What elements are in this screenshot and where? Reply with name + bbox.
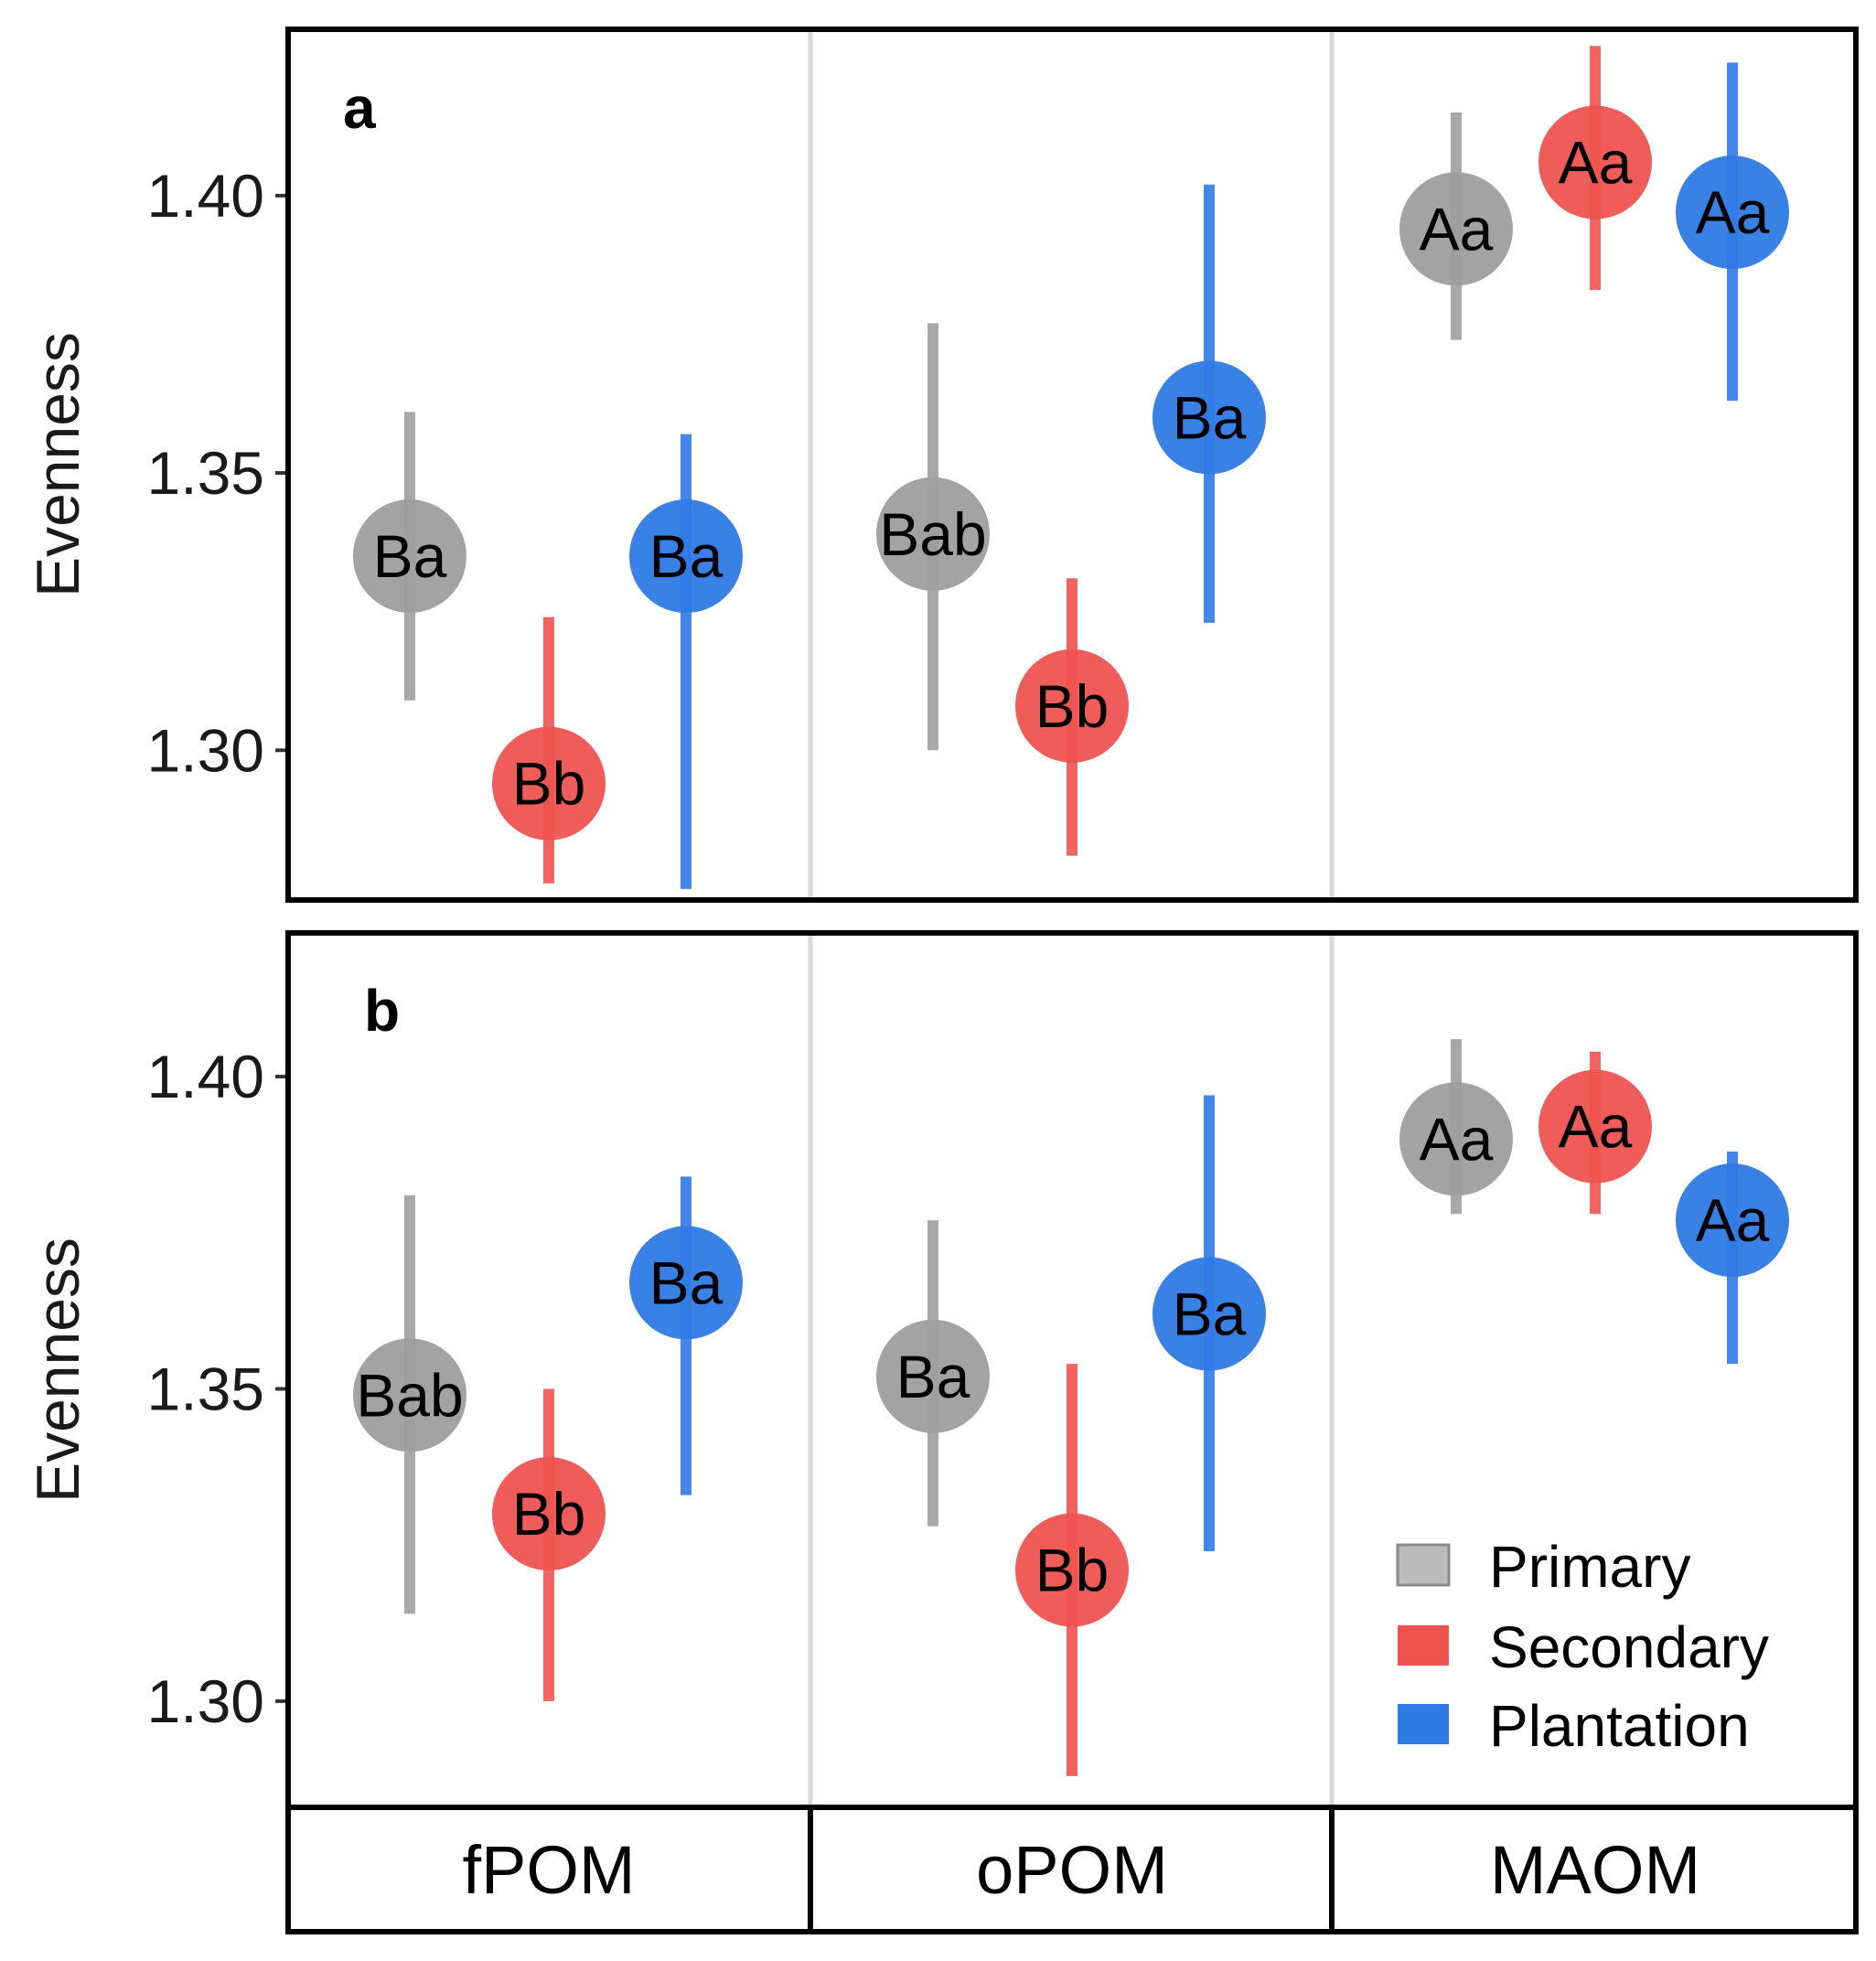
data-point	[629, 1226, 743, 1340]
significance-label: Ba	[649, 1248, 724, 1316]
significance-label: Bb	[512, 750, 586, 818]
legend-label: Primary	[1489, 1534, 1690, 1600]
legend-key	[1398, 1625, 1449, 1666]
significance-label: Aa	[1559, 129, 1633, 197]
data-point	[1015, 1513, 1129, 1627]
data-point	[1676, 155, 1789, 270]
significance-label: Ba	[896, 1343, 970, 1410]
data-point	[353, 1338, 466, 1452]
data-point	[1152, 1257, 1266, 1371]
category-label: MAOM	[1490, 1832, 1700, 1908]
data-point	[1399, 172, 1513, 286]
significance-label: Aa	[1696, 178, 1770, 246]
data-point	[353, 499, 466, 614]
data-point	[1676, 1163, 1789, 1278]
data-point	[1152, 360, 1266, 475]
significance-label: Ba	[1173, 1281, 1247, 1348]
legend-label: Secondary	[1489, 1614, 1769, 1680]
significance-label: Bb	[1035, 1537, 1110, 1604]
y-tick-label: 1.35	[147, 1355, 264, 1422]
data-point	[1538, 1069, 1652, 1184]
y-tick-label: 1.35	[147, 439, 264, 507]
significance-label: Aa	[1420, 1105, 1494, 1173]
data-point	[492, 1457, 606, 1571]
significance-label: Ba	[373, 522, 447, 590]
significance-label: Bb	[1035, 672, 1110, 740]
y-tick-label: 1.30	[147, 716, 264, 784]
legend-key	[1396, 1543, 1451, 1587]
y-tick-label: 1.40	[147, 1043, 264, 1110]
significance-label: Ba	[649, 522, 724, 590]
category-label: fPOM	[462, 1832, 635, 1908]
data-point	[629, 499, 743, 614]
data-point	[876, 477, 990, 591]
panel-tag: a	[343, 75, 376, 141]
legend-label: Plantation	[1489, 1693, 1750, 1759]
significance-label: Aa	[1559, 1093, 1633, 1161]
y-tick-label: 1.40	[147, 162, 264, 230]
significance-label: Aa	[1696, 1186, 1770, 1254]
data-point	[1538, 105, 1652, 220]
category-label: oPOM	[976, 1832, 1168, 1908]
significance-label: Bab	[879, 500, 986, 568]
significance-label: Bb	[512, 1480, 586, 1548]
significance-label: Ba	[1173, 383, 1247, 451]
y-axis-label: Evenness	[24, 332, 91, 597]
strip-border	[285, 1805, 1859, 1934]
legend-key	[1398, 1704, 1449, 1744]
y-tick-label: 1.30	[147, 1667, 264, 1735]
category-strip: fPOM oPOM MAOM	[285, 1805, 1859, 1934]
y-axis-label: Evenness	[24, 1238, 91, 1503]
data-point	[1015, 648, 1129, 763]
data-point	[876, 1319, 990, 1433]
data-point	[492, 726, 606, 841]
data-point	[1399, 1082, 1513, 1196]
panel-b: 1.30 1.35 1.40 Evenness b Bab Ba Aa Bb Bb Aa Ba Ba Aa	[24, 930, 1859, 1810]
panel-a: 1.30 1.35 1.40 Evenness a Ba Bab Aa Bb Bb Aa Ba Ba Aa	[24, 27, 1859, 903]
significance-label: Bab	[356, 1361, 463, 1429]
panel-border	[285, 27, 1859, 903]
significance-label: Aa	[1420, 195, 1494, 263]
legend: Primary Secondary Plantation	[1396, 1534, 1769, 1759]
panel-tag: b	[364, 978, 400, 1044]
